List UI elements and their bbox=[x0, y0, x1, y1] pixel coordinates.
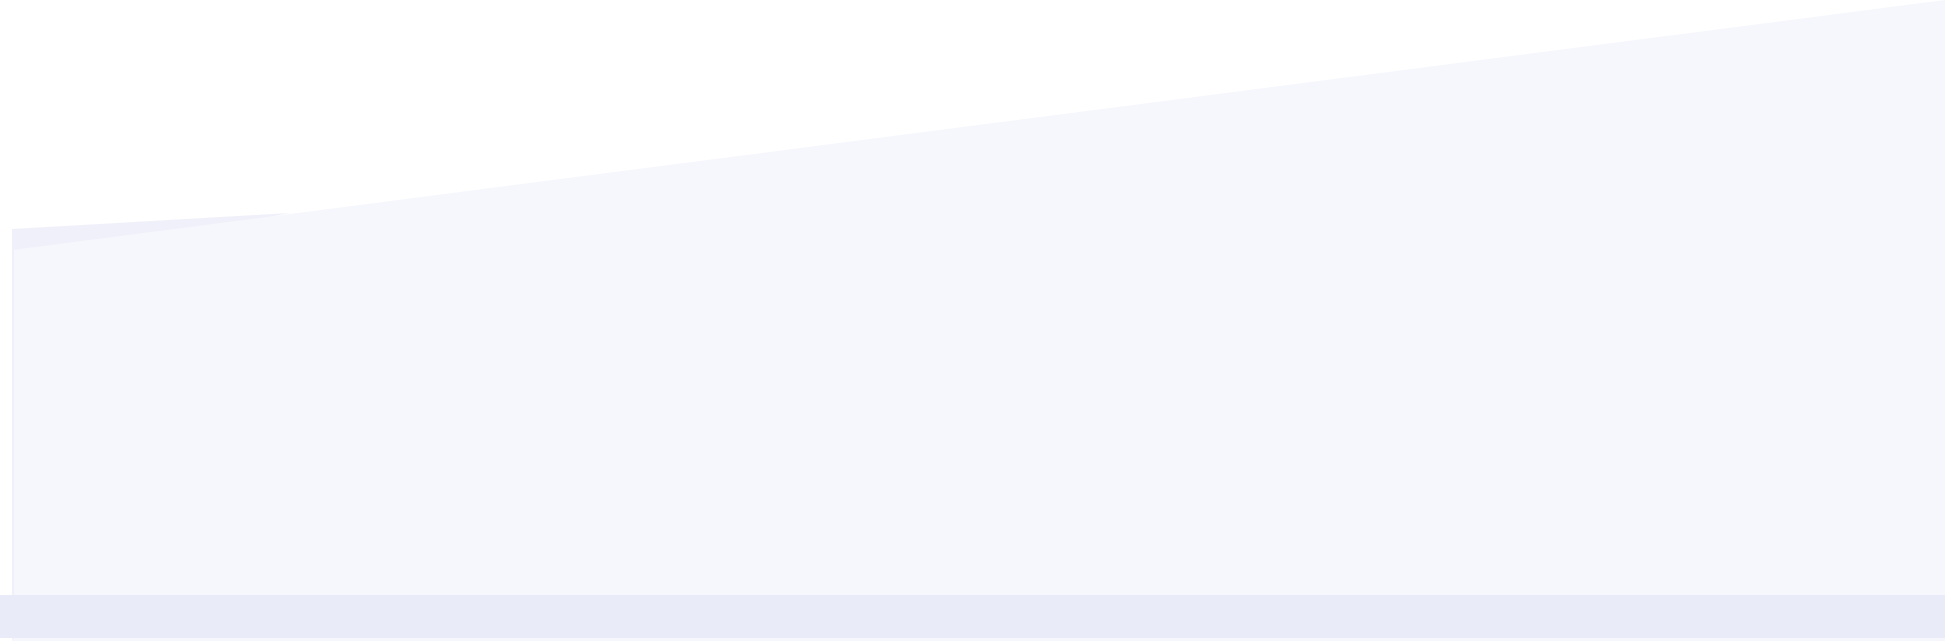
front-wave-shape bbox=[12, 0, 1945, 641]
left-edge-strip bbox=[12, 229, 14, 639]
bottom-band bbox=[0, 595, 1945, 638]
